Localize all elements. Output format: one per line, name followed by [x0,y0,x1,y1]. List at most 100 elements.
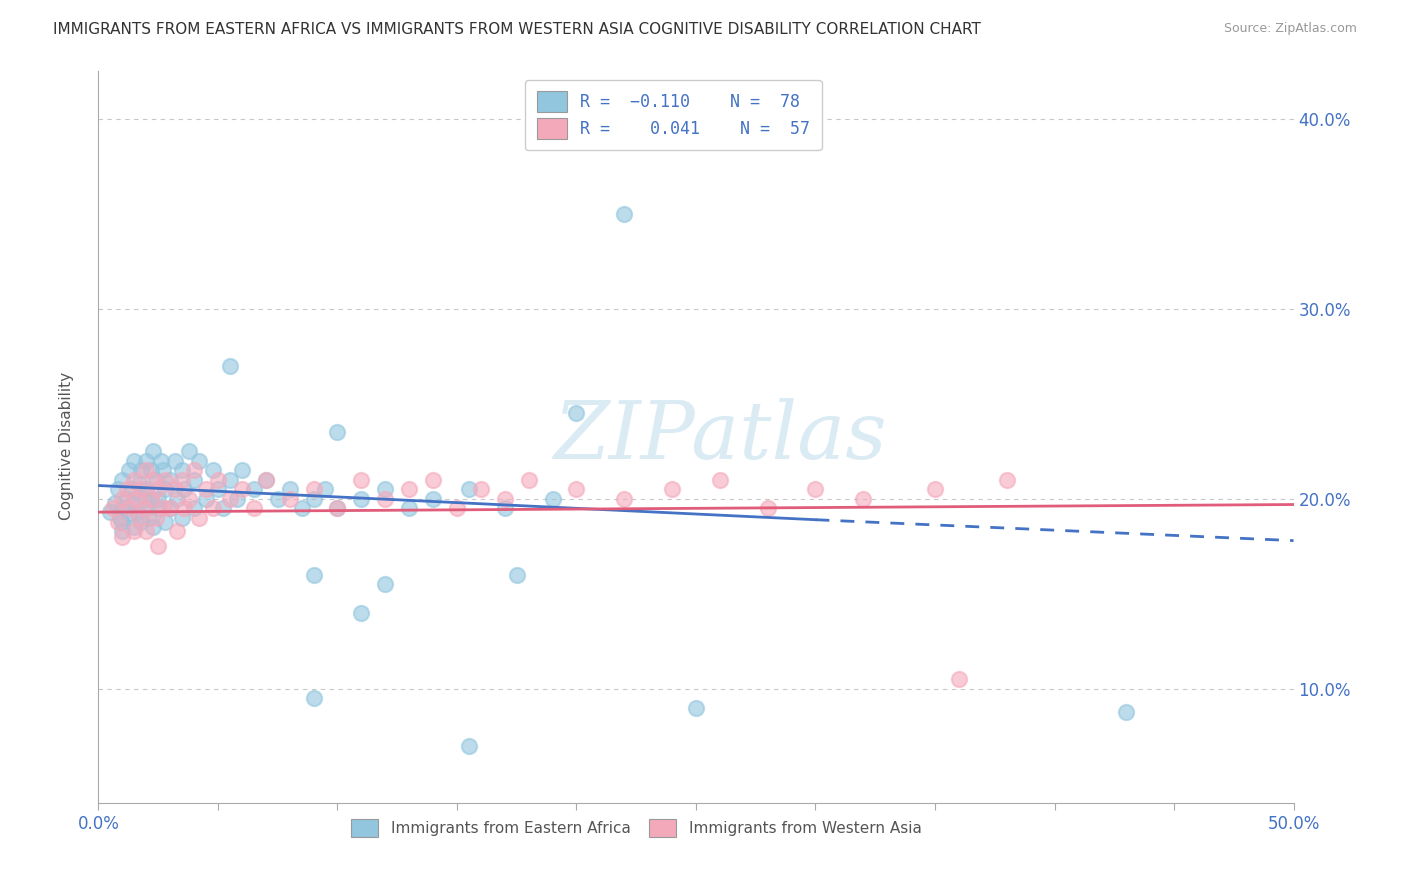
Point [131,463,153,477]
Point [458,739,481,753]
Point [111,473,134,487]
Point [231,483,253,497]
Point [145,473,167,487]
Point [278,483,301,497]
Point [139,463,162,477]
Point [149,454,172,468]
Point [148,491,170,506]
Point [125,505,148,519]
Point [172,473,194,487]
Point [163,454,186,468]
Point [494,501,516,516]
Point [166,491,188,506]
Point [98,505,122,519]
Point [173,483,195,497]
Point [111,501,134,516]
Point [326,501,349,516]
Point [1115,705,1137,719]
Point [139,491,162,506]
Point [131,515,153,529]
Point [231,463,253,477]
Point [207,483,229,497]
Point [374,577,396,591]
Point [195,483,218,497]
Point [924,483,946,497]
Point [804,483,827,497]
Point [172,511,194,525]
Point [155,473,177,487]
Point [470,483,492,497]
Point [709,473,731,487]
Point [613,207,636,221]
Point [128,476,150,491]
Point [254,473,277,487]
Point [243,483,266,497]
Point [111,491,134,506]
Point [506,567,529,582]
Point [155,515,177,529]
Point [111,515,134,529]
Point [517,473,540,487]
Point [111,524,134,538]
Point [398,483,420,497]
Point [398,501,420,516]
Point [135,501,157,516]
Point [132,501,155,516]
Point [138,511,160,525]
Point [159,501,181,516]
Point [155,483,177,497]
Point [226,491,249,506]
Point [267,491,290,506]
Point [179,444,201,458]
Point [173,501,195,516]
Point [948,673,970,687]
Point [124,473,146,487]
Point [118,501,141,516]
Point [107,483,129,497]
Point [202,501,225,516]
Point [115,491,138,506]
Point [302,491,325,506]
Point [254,473,277,487]
Point [350,473,373,487]
Text: Source: ZipAtlas.com: Source: ZipAtlas.com [1223,22,1357,36]
Point [852,491,875,506]
Point [326,501,349,516]
Legend: Immigrants from Eastern Africa, Immigrants from Western Asia: Immigrants from Eastern Africa, Immigran… [342,809,931,847]
Point [302,483,325,497]
Point [374,483,396,497]
Point [291,501,314,516]
Point [219,491,242,506]
Point [183,501,205,516]
Point [128,511,150,525]
Point [183,473,205,487]
Point [139,491,162,506]
Point [219,473,242,487]
Point [350,491,373,506]
Point [243,501,266,516]
Point [302,567,325,582]
Point [125,491,148,506]
Point [163,483,186,497]
Point [202,463,225,477]
Point [131,483,153,497]
Point [148,483,170,497]
Point [183,463,205,477]
Point [211,501,233,516]
Point [350,606,373,620]
Point [148,501,170,516]
Text: Cognitive Disability: Cognitive Disability [59,372,75,520]
Point [124,520,146,534]
Point [613,491,636,506]
Point [326,425,349,440]
Point [124,454,146,468]
Point [219,359,242,373]
Point [115,483,138,497]
Point [458,483,481,497]
Point [685,701,707,715]
Point [104,495,127,509]
Point [124,524,146,538]
Point [121,483,143,497]
Point [124,495,146,509]
Point [166,524,188,538]
